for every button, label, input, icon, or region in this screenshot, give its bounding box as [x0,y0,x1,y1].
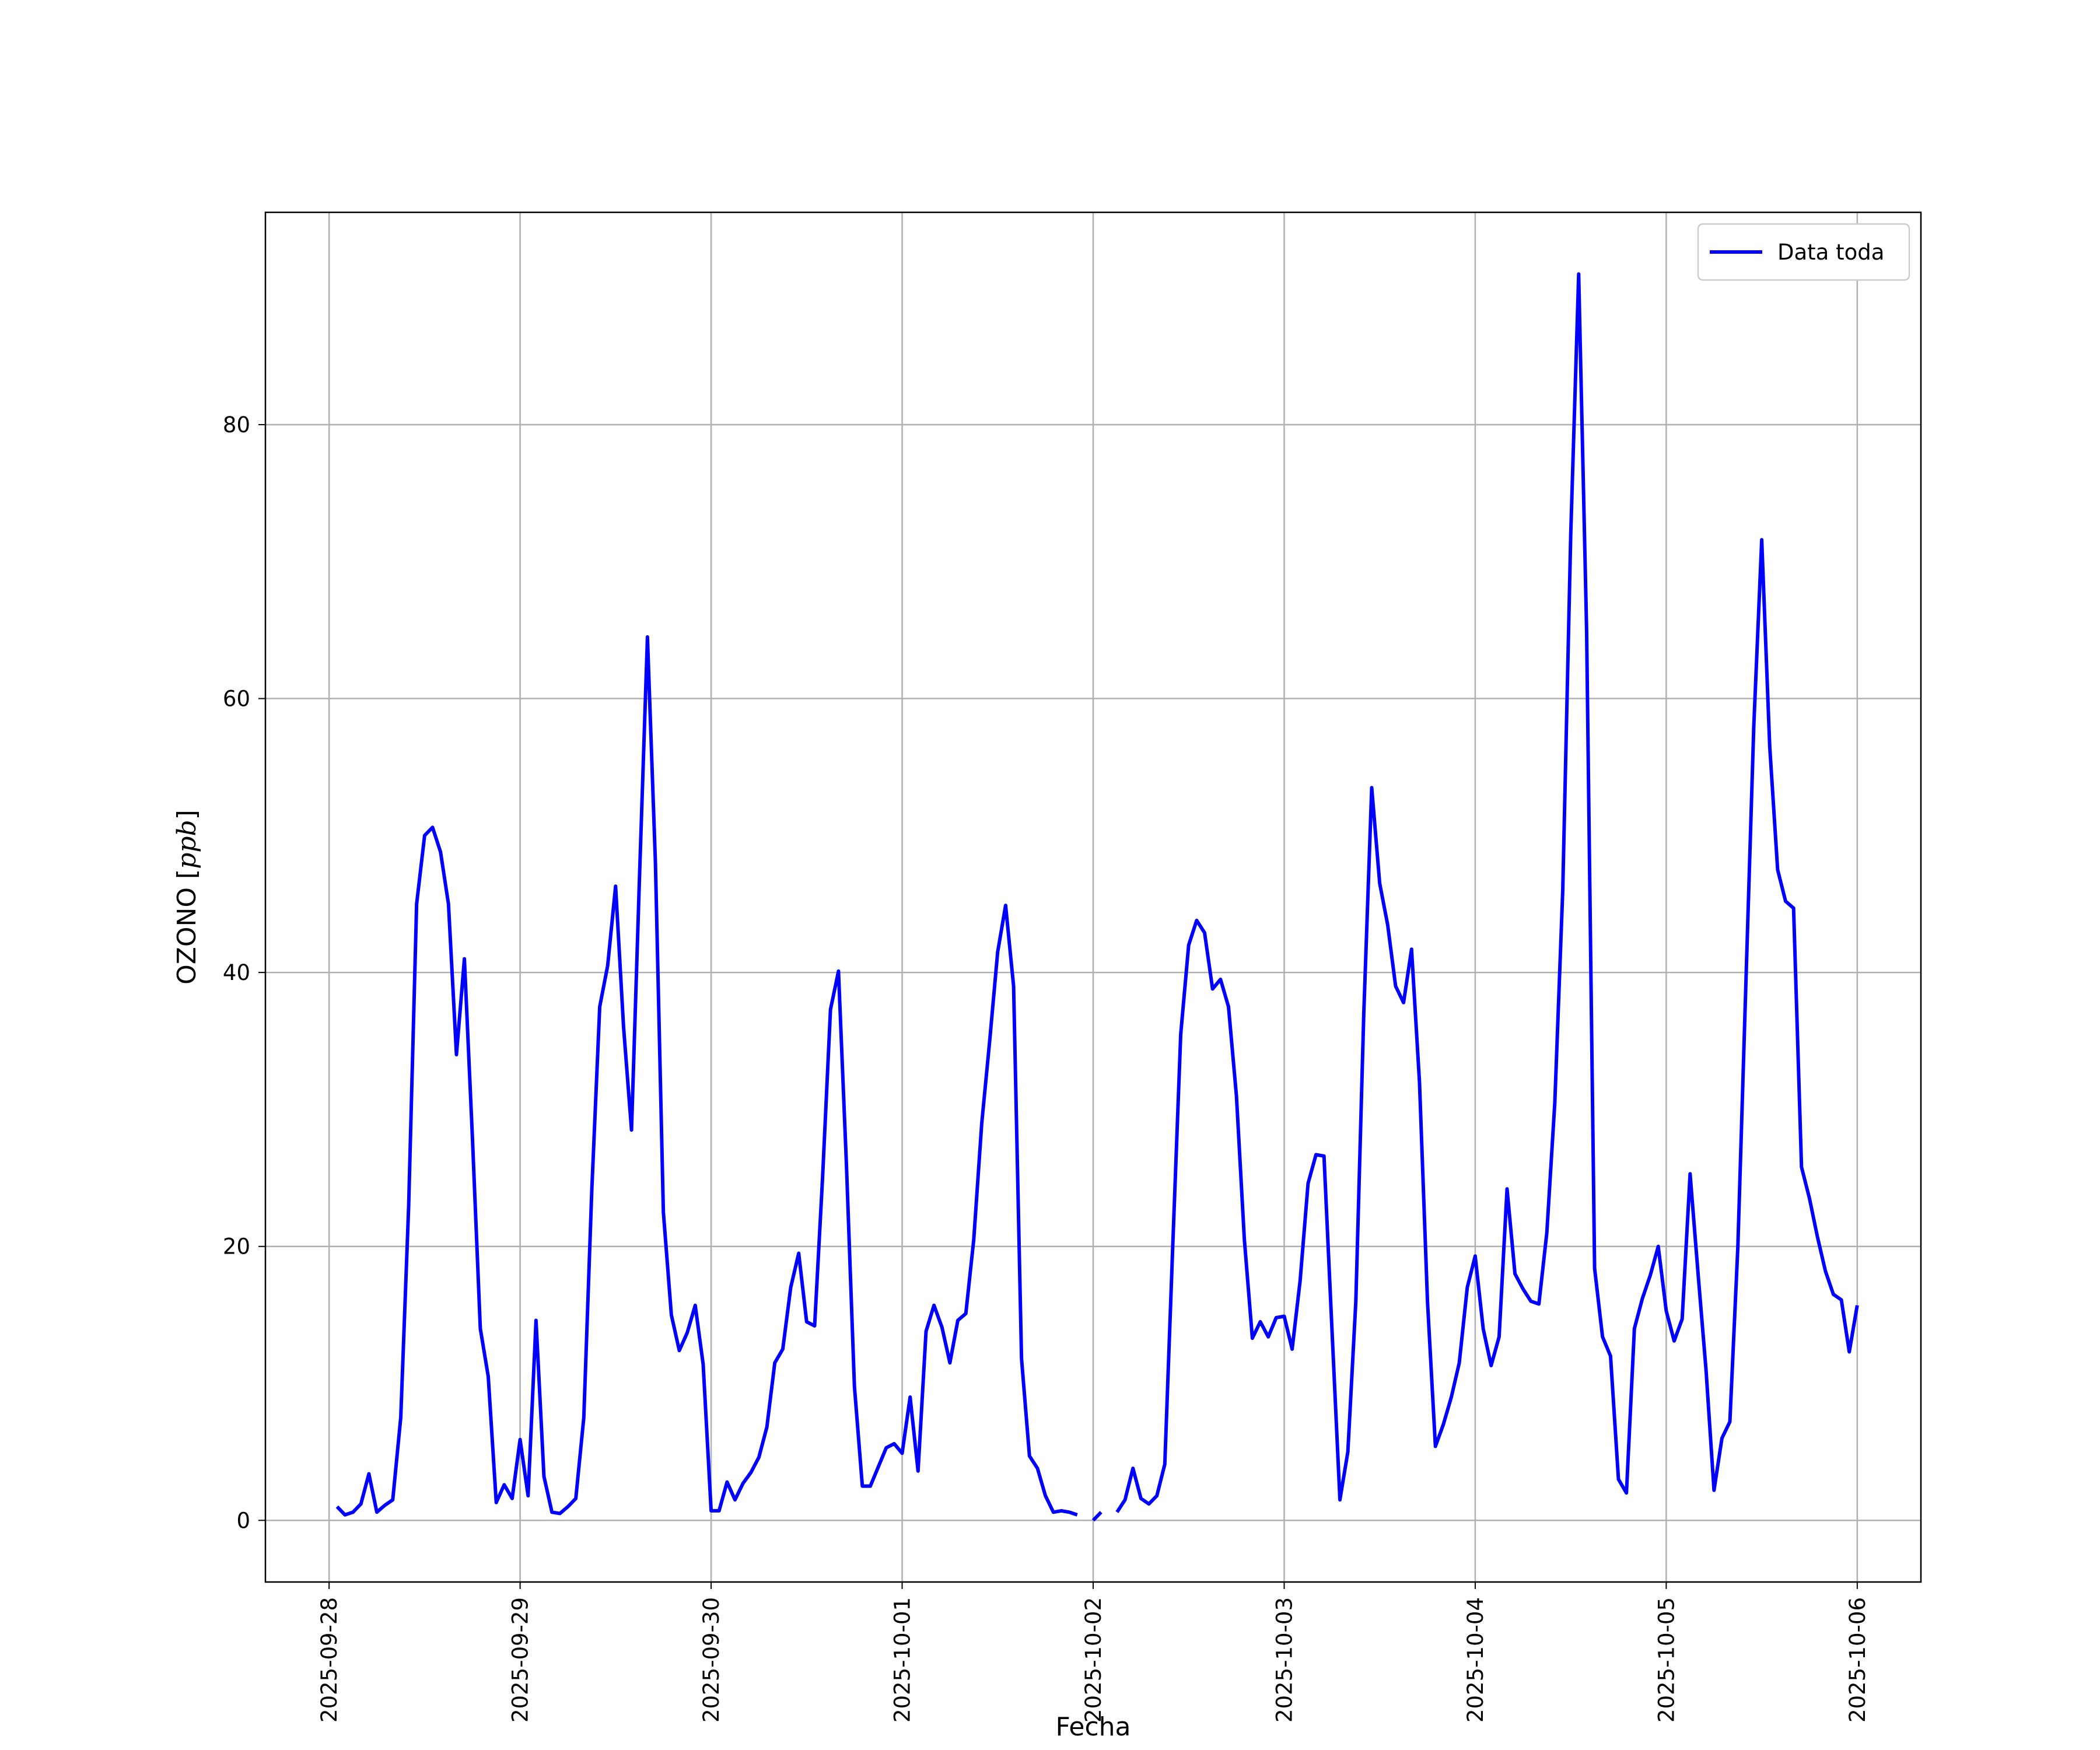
y-tick-label: 0 [236,1508,250,1533]
series-line [335,272,1859,1522]
x-tick-label: 2025-10-01 [890,1597,915,1723]
y-axis-title: OZONO [ppb] [172,810,202,985]
x-tick-label: 2025-10-06 [1845,1597,1870,1723]
y-tick-label: 20 [223,1234,250,1259]
x-tick-label: 2025-09-29 [508,1597,533,1723]
x-tick-label: 2025-10-02 [1081,1597,1106,1723]
legend-box [1697,223,1910,281]
grid [265,212,1921,1582]
x-axis-title: Fecha [1055,1712,1130,1742]
x-tick-label: 2025-10-03 [1272,1597,1297,1723]
y-tick-label: 60 [223,687,250,712]
x-tick-label: 2025-09-30 [699,1597,724,1723]
series-layer [335,272,1859,1522]
x-tick-label: 2025-10-04 [1463,1597,1488,1723]
legend-label: Data toda [1777,240,1884,265]
x-tick-label: 2025-10-05 [1654,1597,1679,1723]
y-tick-label: 40 [223,960,250,985]
legend: Data toda [1697,223,1910,281]
x-tick-label: 2025-09-28 [317,1597,342,1723]
ticks: 0 20 40 60 80 2025-09-28 2025-09-29 2025-09-30 2… [223,412,1870,1723]
y-tick-label: 80 [223,412,250,438]
